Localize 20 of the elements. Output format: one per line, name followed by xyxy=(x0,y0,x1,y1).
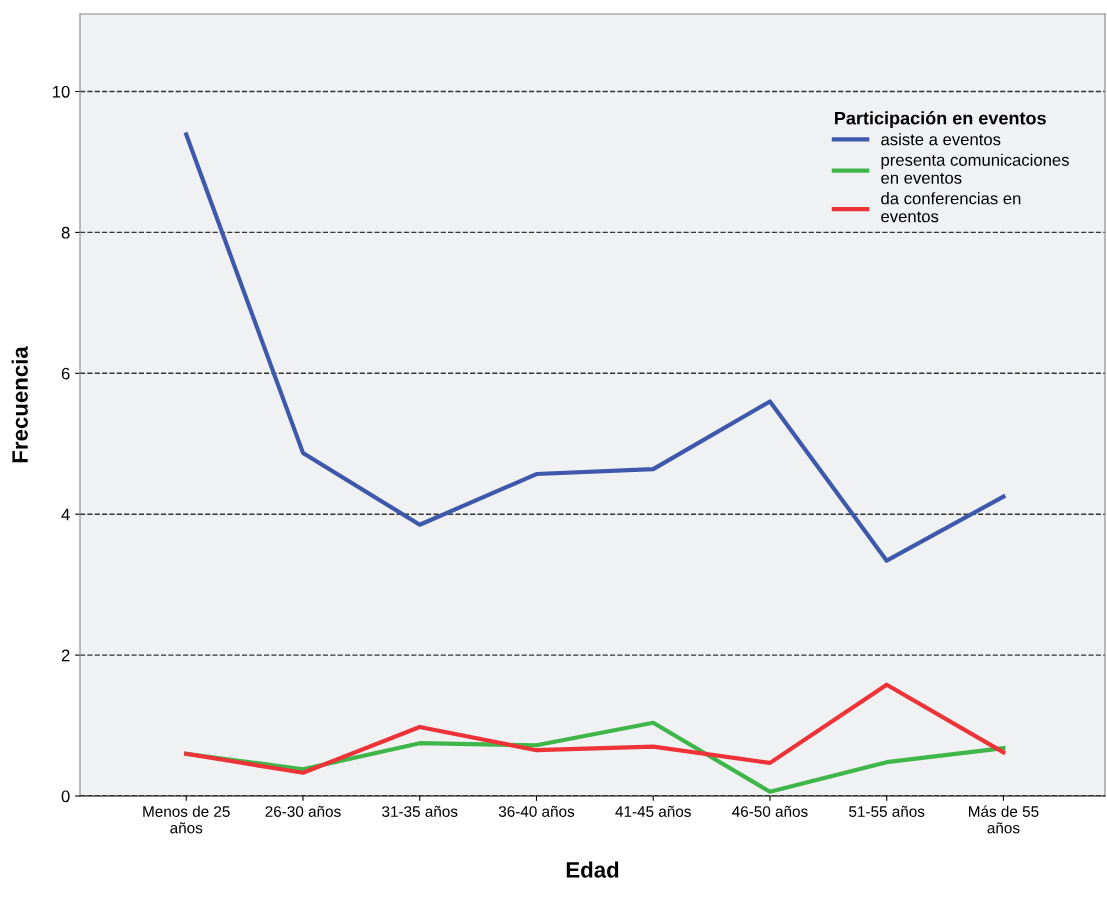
legend-label: da conferencias en eventos xyxy=(881,192,1021,223)
x-tick-label: 46-50 años xyxy=(732,805,808,817)
x-tick-label: 41-45 años xyxy=(615,805,691,817)
y-axis-title: Frecuencia xyxy=(11,346,28,463)
x-tick-label: 51-55 años xyxy=(849,805,925,817)
x-axis-title: Edad xyxy=(566,861,619,878)
x-tick-label: 31-35 años xyxy=(382,805,458,817)
y-tick-label: 0 xyxy=(61,790,70,803)
y-tick-label: 10 xyxy=(53,85,70,98)
legend-title: Participación en eventos xyxy=(835,111,1046,129)
y-tick-label: 4 xyxy=(61,508,70,521)
y-tick-label: 8 xyxy=(61,226,70,239)
x-tick-label: Más de 55 años xyxy=(969,805,1039,834)
x-tick-label: 36-40 años xyxy=(498,805,575,817)
line-series xyxy=(184,682,1006,775)
x-tick-label: Menos de 25 años xyxy=(143,805,230,834)
y-tick-label: 6 xyxy=(61,367,70,380)
y-tick-label: 2 xyxy=(61,649,70,662)
x-tick-label: 26-30 años xyxy=(265,805,341,817)
legend-label: asiste a eventos xyxy=(881,133,1001,146)
